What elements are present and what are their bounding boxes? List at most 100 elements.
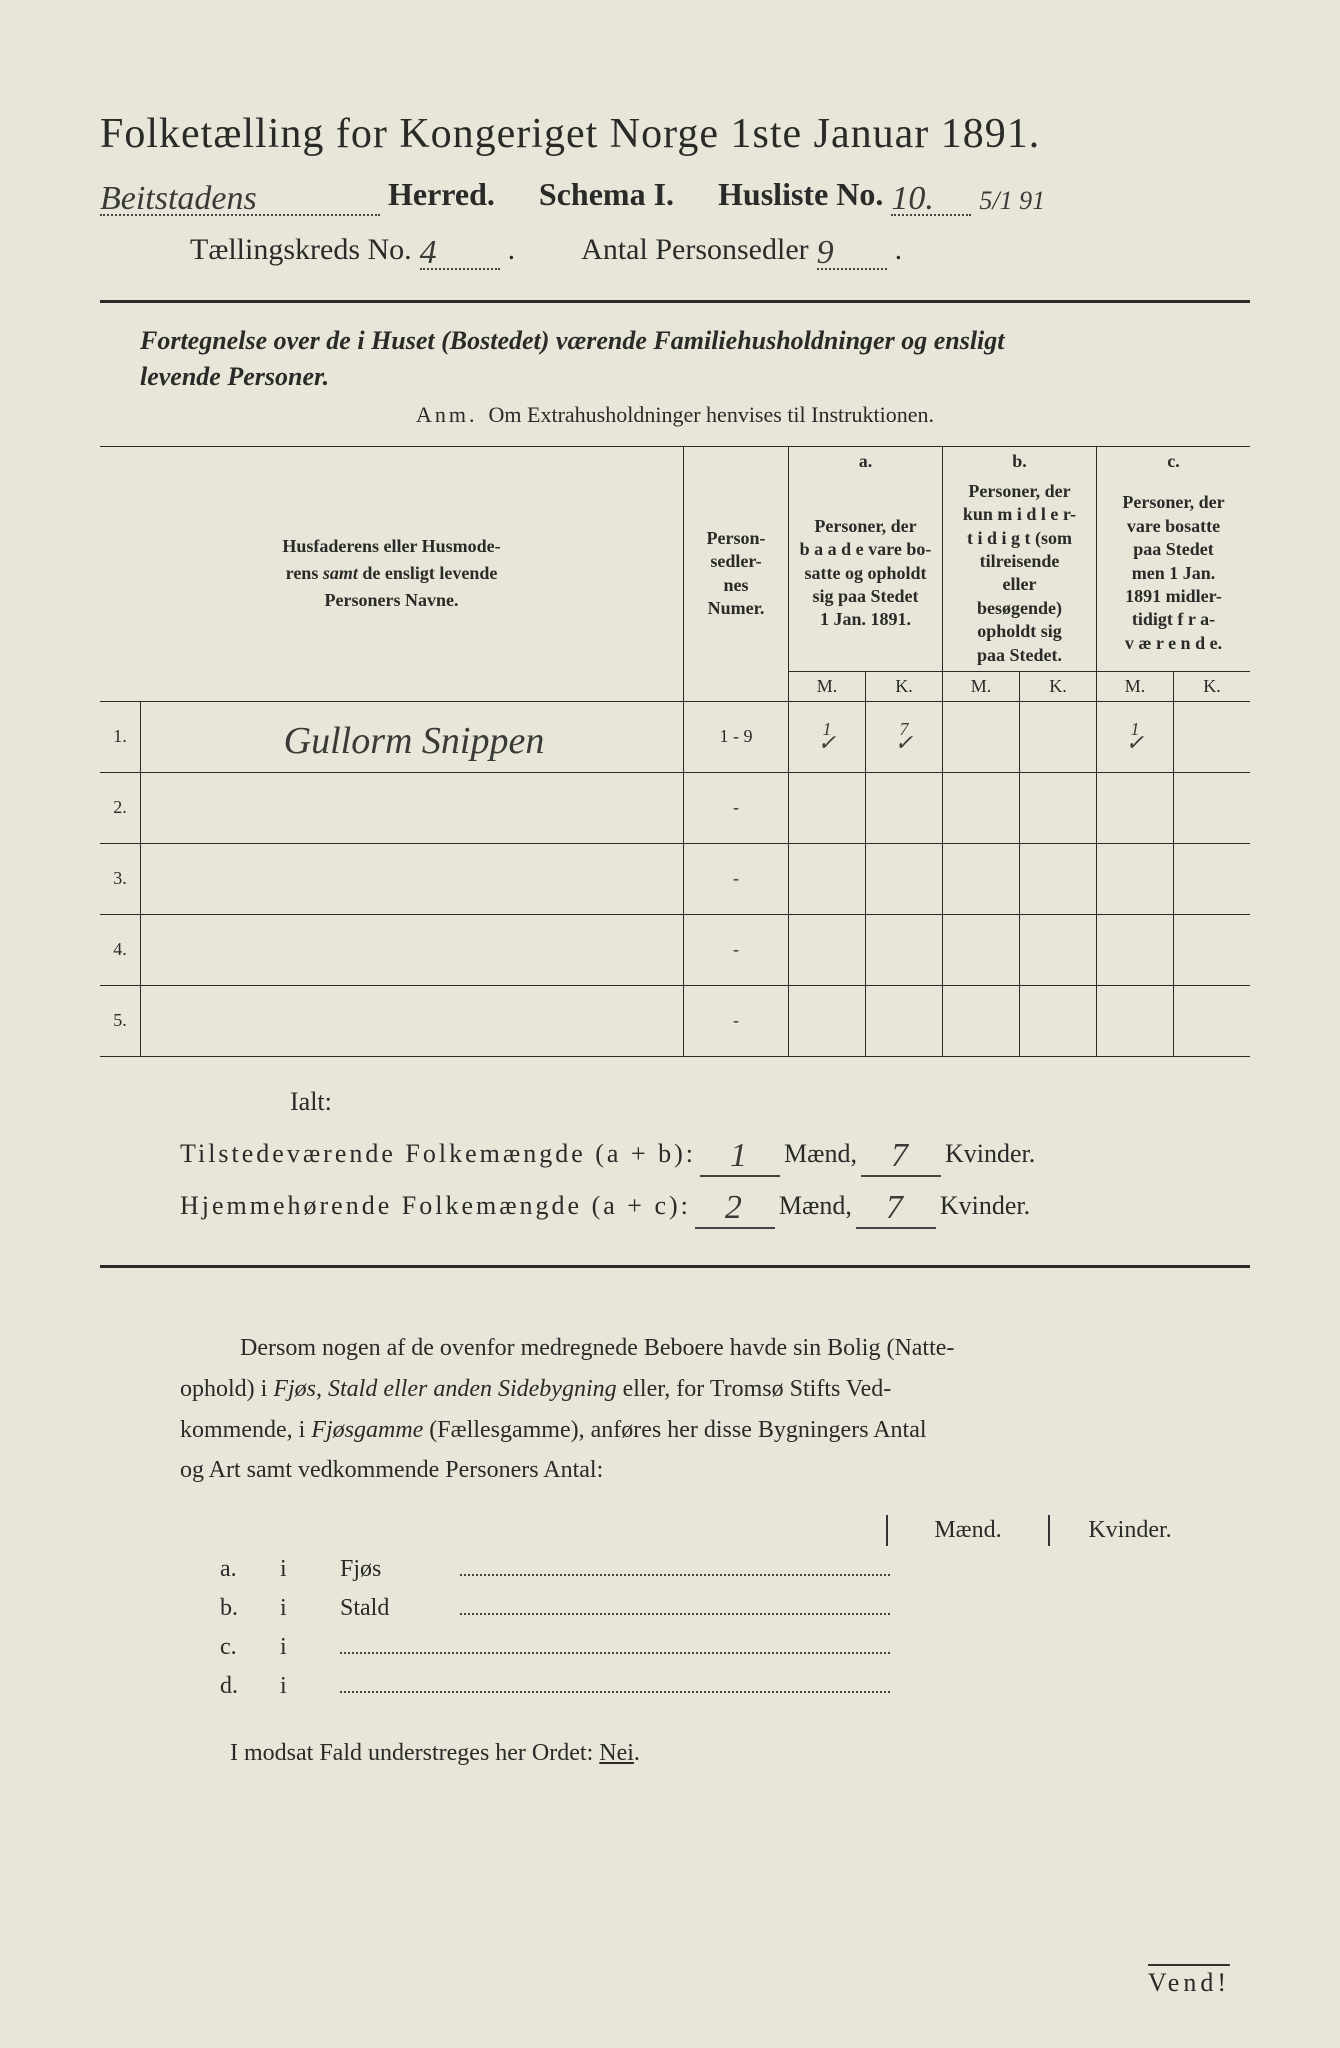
- cell-aM: [789, 985, 866, 1056]
- cell-cK: [1174, 701, 1251, 772]
- cell-cM: [1097, 914, 1174, 985]
- cell-bK: [1020, 985, 1097, 1056]
- row-name: [141, 914, 684, 985]
- header-line-3: Tællingskreds No. 4 . Antal Personsedler…: [190, 230, 1250, 270]
- antal-label: Antal Personsedler: [581, 233, 808, 267]
- dots: [340, 1677, 890, 1693]
- cell-aK: [866, 843, 943, 914]
- cell-aK: [866, 772, 943, 843]
- cell-numer: 1 - 9: [684, 701, 789, 772]
- divider-2: [100, 1265, 1250, 1268]
- header-line-2: Beitstadens Herred. Schema I. Husliste N…: [100, 176, 1250, 216]
- th-bM: M.: [943, 671, 1020, 701]
- mk-m: Mænd.: [886, 1515, 1048, 1546]
- ialt-label: Ialt:: [290, 1087, 1250, 1117]
- kreds-no-hand: 4: [420, 234, 437, 271]
- sum2-k: 7: [856, 1189, 936, 1229]
- cell-bK: [1020, 843, 1097, 914]
- row-name: [141, 772, 684, 843]
- list-a: d.: [220, 1673, 280, 1700]
- th-b: b.: [943, 446, 1097, 476]
- list-label: Stald: [340, 1595, 460, 1622]
- cell-aK: 7✓: [866, 701, 943, 772]
- census-form-page: Folketælling for Kongeriget Norge 1ste J…: [0, 0, 1340, 2048]
- mk-header: Mænd. Kvinder.: [100, 1515, 1210, 1546]
- row-num: 2.: [100, 772, 141, 843]
- th-c: c.: [1097, 446, 1251, 476]
- main-title: Folketælling for Kongeriget Norge 1ste J…: [100, 110, 1250, 158]
- sum2-m: 2: [695, 1189, 775, 1229]
- cell-aK: [866, 985, 943, 1056]
- cell-aK: [866, 914, 943, 985]
- cell-cK: [1174, 914, 1251, 985]
- vend-label: Vend!: [1148, 1964, 1230, 1998]
- cell-bM: [943, 985, 1020, 1056]
- cell-cM: 1✓: [1097, 701, 1174, 772]
- cell-cM: [1097, 772, 1174, 843]
- th-cM: M.: [1097, 671, 1174, 701]
- table-row: 5. -: [100, 985, 1250, 1056]
- list-a: b.: [220, 1595, 280, 1622]
- list-item: a. i Fjøs: [220, 1556, 1210, 1583]
- row-num: 4.: [100, 914, 141, 985]
- herred-handwritten: Beitstadens: [100, 180, 257, 217]
- row-num: 5.: [100, 985, 141, 1056]
- antal-hand: 9: [817, 234, 834, 271]
- th-numer: Person-sedler-nesNumer.: [684, 446, 789, 701]
- th-aM: M.: [789, 671, 866, 701]
- cell-cK: [1174, 772, 1251, 843]
- list-label: Fjøs: [340, 1556, 460, 1583]
- nei-word: Nei: [599, 1740, 634, 1766]
- cell-bM: [943, 701, 1020, 772]
- th-a-text: Personer, derb a a d e vare bo-satte og …: [789, 476, 943, 672]
- dots: [460, 1599, 890, 1615]
- th-b-text: Personer, derkun m i d l e r-t i d i g t…: [943, 476, 1097, 672]
- table-row: 2. -: [100, 772, 1250, 843]
- sum1-k: 7: [861, 1137, 941, 1177]
- cell-aM: [789, 914, 866, 985]
- mk-k: Kvinder.: [1048, 1515, 1210, 1546]
- th-name: Husfaderens eller Husmode-rens samt de e…: [100, 446, 684, 701]
- cell-cK: [1174, 985, 1251, 1056]
- table-row: 4. -: [100, 914, 1250, 985]
- cell-bK: [1020, 914, 1097, 985]
- cell-aM: [789, 843, 866, 914]
- anm-line: Anm. Om Extrahusholdninger henvises til …: [100, 402, 1250, 428]
- list-a: c.: [220, 1634, 280, 1661]
- nei-line: I modsat Fald understreges her Ordet: Ne…: [230, 1740, 1250, 1767]
- subtitle: Fortegnelse over de i Huset (Bostedet) v…: [140, 323, 1230, 396]
- list-item: d. i: [220, 1673, 1210, 1700]
- sum2-kw: Kvinder.: [940, 1191, 1030, 1221]
- th-aK: K.: [866, 671, 943, 701]
- cell-bM: [943, 914, 1020, 985]
- cell-aM: 1✓: [789, 701, 866, 772]
- row-num: 1.: [100, 701, 141, 772]
- list-i: i: [280, 1673, 340, 1700]
- schema-label: Schema I.: [539, 176, 674, 213]
- cell-cK: [1174, 843, 1251, 914]
- cell-numer: -: [684, 843, 789, 914]
- list-i: i: [280, 1556, 340, 1583]
- row-num: 3.: [100, 843, 141, 914]
- list-item: b. i Stald: [220, 1595, 1210, 1622]
- dots: [460, 1560, 890, 1576]
- table-row: 1. Gullorm Snippen 1 - 9 1✓ 7✓ 1✓: [100, 701, 1250, 772]
- cell-bM: [943, 772, 1020, 843]
- row-name: [141, 985, 684, 1056]
- sum1-m: 1: [700, 1137, 780, 1177]
- th-a: a.: [789, 446, 943, 476]
- sum-line-1: Tilstedeværende Folkemængde (a + b): 1 M…: [180, 1133, 1250, 1173]
- sum2-label: Hjemmehørende Folkemængde (a + c):: [180, 1191, 691, 1221]
- cell-bM: [943, 843, 1020, 914]
- husliste-tail-hand: 5/1 91: [979, 186, 1045, 216]
- row-name: [141, 843, 684, 914]
- main-table: Husfaderens eller Husmode-rens samt de e…: [100, 446, 1250, 1057]
- row-name: Gullorm Snippen: [141, 701, 684, 772]
- cell-aM: [789, 772, 866, 843]
- sum2-mw: Mænd,: [779, 1191, 852, 1221]
- th-cK: K.: [1174, 671, 1251, 701]
- sum1-kw: Kvinder.: [945, 1139, 1035, 1169]
- cell-cM: [1097, 985, 1174, 1056]
- husliste-label: Husliste No.: [718, 176, 883, 213]
- sum1-label: Tilstedeværende Folkemængde (a + b):: [180, 1139, 696, 1169]
